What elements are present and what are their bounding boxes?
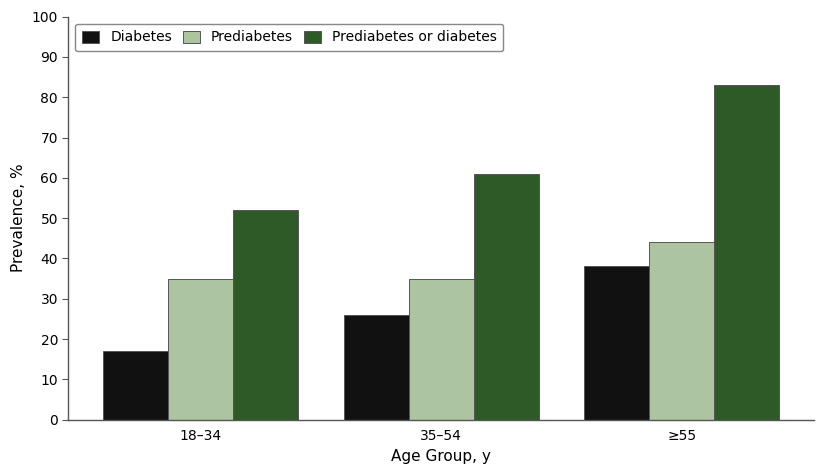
Bar (584, 266, 649, 419)
Bar (714, 85, 779, 419)
Bar (103, 351, 168, 419)
Bar (474, 174, 539, 419)
Bar (408, 278, 474, 419)
Y-axis label: Prevalence, %: Prevalence, % (11, 164, 26, 273)
Bar (233, 210, 298, 419)
Bar (649, 242, 714, 419)
Legend: Diabetes, Prediabetes, Prediabetes or diabetes: Diabetes, Prediabetes, Prediabetes or di… (75, 24, 503, 51)
Bar (344, 315, 408, 419)
Bar (168, 278, 233, 419)
X-axis label: Age Group, y: Age Group, y (391, 449, 491, 464)
